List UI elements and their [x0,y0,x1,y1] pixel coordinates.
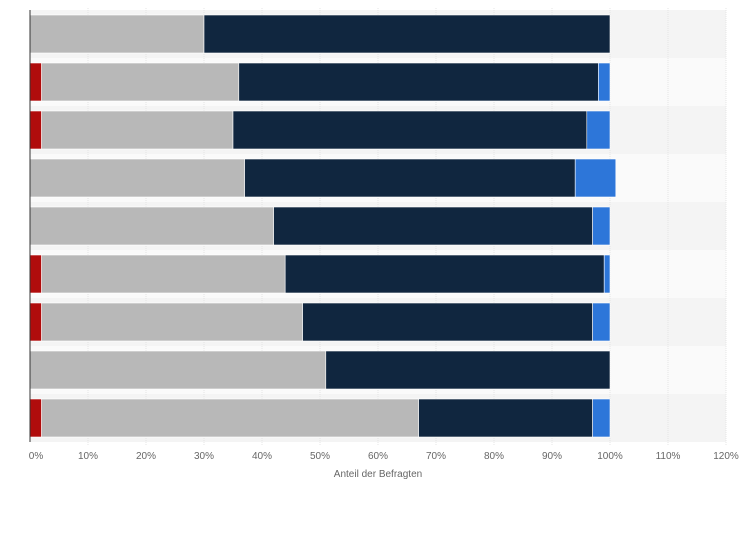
bar-segment [273,206,593,246]
bar-segment [29,302,42,342]
bar-segment [238,62,599,102]
bar-segment [284,254,605,294]
bar-segment [598,62,611,102]
x-tick-label: 10% [78,451,98,462]
bar-segment [418,398,593,438]
bar-segment [325,350,611,390]
x-tick-label: 20% [136,451,156,462]
x-tick-label: 0% [29,451,44,462]
bar-segment [41,110,234,150]
bar-segment [232,110,588,150]
bar-segment [592,398,611,438]
bar-segment [29,254,42,294]
bar-segment [302,302,593,342]
bar-segment [203,14,611,54]
bar-segment [592,206,611,246]
x-tick-label: 100% [597,451,623,462]
bar-segment [29,398,42,438]
x-tick-label: 30% [194,451,214,462]
bar-segment [29,62,42,102]
bar-segment [586,110,611,150]
x-tick-label: 40% [252,451,272,462]
bar-segment [29,110,42,150]
x-tick-labels: 0% 10% 20% 30% 40% 50% 60% 70% 80% 90% 100% 110% 120… [29,451,739,462]
x-tick-label: 110% [656,451,681,462]
bar-segment [41,62,240,102]
x-tick-label: 60% [368,451,388,462]
bar-segment [244,158,576,198]
bar-segment [29,14,205,54]
bar-segment [29,158,245,198]
x-tick-label: 70% [426,451,446,462]
bar-segment [29,350,327,390]
bar-segment [41,302,303,342]
x-axis-title: Anteil der Befragten [334,469,422,480]
bar-segment [41,254,286,294]
x-tick-label: 80% [484,451,504,462]
bar-segment [41,398,419,438]
x-tick-label: 120% [713,451,739,462]
x-tick-label: 90% [542,451,562,462]
bars [29,14,617,438]
bar-segment [592,302,611,342]
bar-segment [29,206,274,246]
x-tick-label: 50% [310,451,330,462]
bar-segment [603,254,611,294]
bar-segment [574,158,617,198]
